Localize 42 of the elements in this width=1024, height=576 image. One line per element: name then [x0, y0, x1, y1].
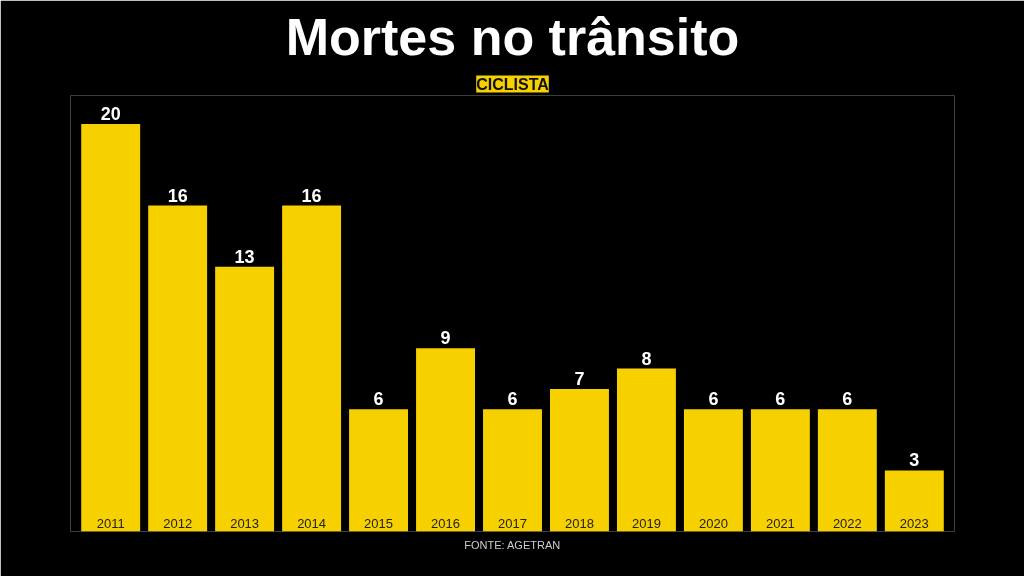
- chart-title: Mortes no trânsito: [285, 7, 740, 66]
- x-tick-label: 2021: [765, 515, 795, 531]
- bar: [215, 266, 275, 532]
- data-label: 6: [775, 389, 786, 410]
- bar: [616, 368, 676, 532]
- x-tick-label: 2016: [431, 515, 460, 531]
- data-label: 7: [574, 368, 585, 389]
- x-tick-label: 2011: [96, 515, 125, 531]
- data-label: 6: [373, 389, 384, 410]
- x-tick-label: 2015: [364, 515, 394, 531]
- bar: [884, 470, 944, 532]
- data-label: 6: [842, 389, 853, 410]
- bar: [750, 409, 810, 532]
- data-label: 8: [641, 348, 652, 369]
- data-label: 6: [708, 389, 719, 410]
- bar: [81, 124, 141, 532]
- x-tick-label: 2018: [565, 515, 594, 531]
- data-label: 9: [440, 328, 451, 349]
- bar: [550, 388, 609, 532]
- source-note: FONTE: AGETRAN: [464, 538, 561, 551]
- x-tick-label: 2014: [297, 515, 327, 531]
- data-label: 6: [507, 389, 518, 410]
- chart-subtitle: CICLISTA: [476, 75, 550, 93]
- x-tick-label: 2012: [163, 515, 193, 531]
- bar: [349, 409, 409, 532]
- x-tick-label: 2019: [631, 515, 661, 531]
- data-label: 20: [100, 104, 121, 125]
- bar: [817, 409, 877, 532]
- data-label: 13: [234, 246, 255, 267]
- x-tick-label: 2023: [899, 515, 929, 531]
- data-label: 16: [301, 185, 322, 206]
- bar: [282, 205, 342, 532]
- bar: [683, 409, 743, 532]
- bar: [148, 205, 208, 532]
- x-tick-label: 2022: [832, 515, 862, 531]
- x-tick-label: 2020: [698, 515, 728, 531]
- bar: [416, 348, 475, 532]
- data-label: 16: [167, 185, 188, 206]
- x-tick-label: 2013: [230, 515, 260, 531]
- x-tick-label: 2017: [498, 515, 527, 531]
- data-label: 3: [909, 450, 920, 471]
- bar: [483, 409, 542, 532]
